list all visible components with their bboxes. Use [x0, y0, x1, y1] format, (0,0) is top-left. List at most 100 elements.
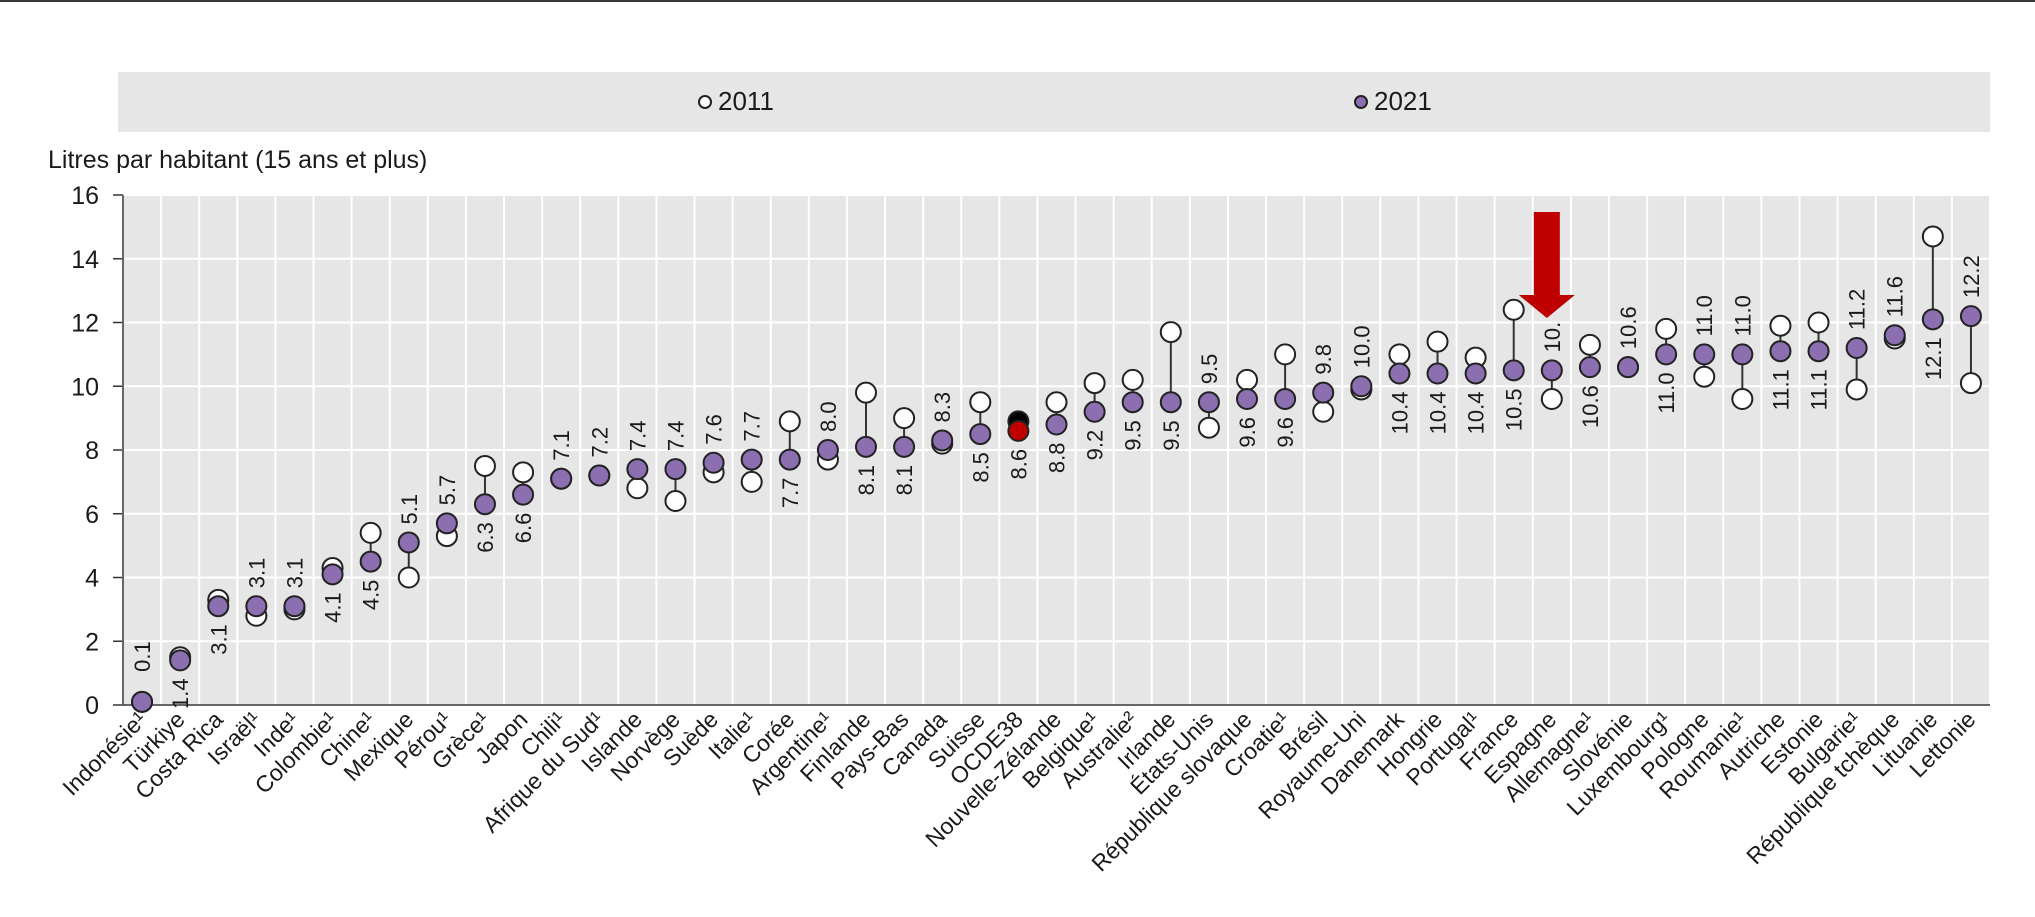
marker-2021	[1883, 324, 1906, 347]
value-label: 5.7	[435, 475, 460, 506]
value-label: 6.3	[473, 522, 498, 553]
value-label: 11.1	[1807, 369, 1832, 410]
marker-2021	[1464, 362, 1487, 385]
legend-item-2021: 2021	[1354, 86, 1432, 117]
marker-2021	[1693, 343, 1716, 366]
value-label: 3.1	[244, 558, 269, 589]
marker-2021	[435, 512, 458, 535]
value-label: 9.6	[1273, 417, 1298, 448]
marker-2011	[1236, 368, 1259, 391]
y-tick-label: 14	[71, 246, 99, 274]
marker-2011	[1731, 388, 1754, 410]
marker-2021	[664, 458, 687, 481]
marker-2021	[1197, 391, 1220, 414]
value-label: 11.0	[1654, 372, 1679, 413]
marker-2011	[740, 470, 763, 493]
marker-2021	[1502, 359, 1525, 382]
marker-2011	[778, 410, 801, 433]
value-label: 9.5	[1159, 420, 1184, 451]
marker-2021	[1007, 419, 1030, 442]
marker-2011	[1312, 400, 1335, 423]
value-label: 10.6	[1616, 306, 1641, 349]
marker-2021	[207, 595, 230, 618]
red-arrow-annotation	[1518, 212, 1575, 318]
marker-2021	[169, 649, 192, 672]
marker-2011	[1388, 343, 1411, 366]
marker-2021	[1426, 362, 1449, 385]
value-label: 9.5	[1197, 354, 1222, 385]
value-label: 11.1	[1768, 369, 1793, 410]
y-tick-label: 4	[85, 565, 99, 593]
marker-2021	[1350, 375, 1373, 398]
legend-marker-2021	[1354, 94, 1368, 109]
marker-2021	[473, 493, 496, 516]
marker-2021	[321, 563, 344, 586]
marker-2011	[1578, 333, 1601, 356]
value-label: 10.4	[1464, 392, 1489, 435]
marker-2011	[1693, 365, 1716, 388]
marker-2011	[626, 477, 649, 500]
value-label: 8.8	[1045, 443, 1070, 474]
marker-2021	[1274, 388, 1297, 410]
value-label: 8.6	[1006, 449, 1031, 480]
marker-2021	[1769, 340, 1792, 363]
legend-label-2011: 2011	[718, 86, 774, 116]
marker-2011	[1159, 321, 1182, 344]
value-label: 7.4	[663, 421, 688, 452]
marker-2011	[1807, 311, 1830, 334]
value-label: 10.0	[1349, 325, 1374, 368]
marker-2011	[512, 461, 535, 484]
marker-2021	[854, 435, 877, 458]
marker-2021	[1121, 391, 1144, 414]
value-label: 5.1	[397, 494, 422, 525]
marker-2021	[1731, 343, 1754, 366]
marker-2011	[1959, 372, 1982, 395]
marker-2021	[1655, 343, 1678, 366]
value-label: 10.4	[1426, 392, 1451, 435]
value-label: 9.6	[1235, 417, 1260, 448]
value-label: 10.4	[1387, 392, 1412, 435]
value-label: 9.8	[1311, 344, 1336, 375]
y-axis-label: Litres par habitant (15 ans et plus)	[48, 146, 428, 174]
y-tick-label: 0	[85, 692, 99, 720]
marker-2011	[969, 391, 992, 414]
value-label: 10.6	[1578, 385, 1603, 428]
value-label: 7.7	[778, 478, 803, 509]
legend-item-2011: 2011	[698, 86, 774, 117]
value-label: 11.6	[1883, 276, 1908, 317]
marker-2011	[1845, 378, 1868, 401]
value-label: 12.2	[1959, 255, 1984, 298]
marker-2011	[359, 521, 382, 544]
y-tick-label: 8	[85, 437, 99, 465]
marker-2021	[740, 448, 763, 471]
marker-2021	[512, 483, 535, 506]
y-tick-label: 12	[71, 310, 99, 338]
marker-2011	[473, 454, 496, 477]
value-label: 11.2	[1845, 289, 1870, 330]
value-label: 3.1	[206, 624, 231, 655]
marker-2021	[1083, 400, 1106, 423]
value-label: 11.0	[1730, 295, 1755, 336]
marker-2021	[893, 435, 916, 458]
marker-2021	[778, 448, 801, 471]
marker-2021	[969, 423, 992, 446]
marker-2011	[1769, 314, 1792, 337]
marker-2011	[1121, 368, 1144, 391]
marker-2021	[1388, 362, 1411, 385]
legend: 2011 2021	[118, 72, 1990, 132]
marker-2011	[1426, 330, 1449, 353]
value-label: 10.5	[1502, 388, 1527, 431]
marker-2011	[854, 381, 877, 404]
legend-label-2021: 2021	[1374, 86, 1432, 116]
marker-2011	[1921, 225, 1944, 248]
marker-2021	[1921, 308, 1944, 331]
y-tick-label: 16	[71, 182, 99, 210]
marker-2011	[1274, 343, 1297, 366]
marker-2011	[1502, 298, 1525, 321]
y-tick-label: 10	[71, 373, 99, 401]
marker-2011	[1655, 317, 1678, 340]
marker-2011	[1540, 388, 1563, 410]
value-label: 12.1	[1921, 337, 1946, 380]
marker-2021	[1540, 359, 1563, 382]
